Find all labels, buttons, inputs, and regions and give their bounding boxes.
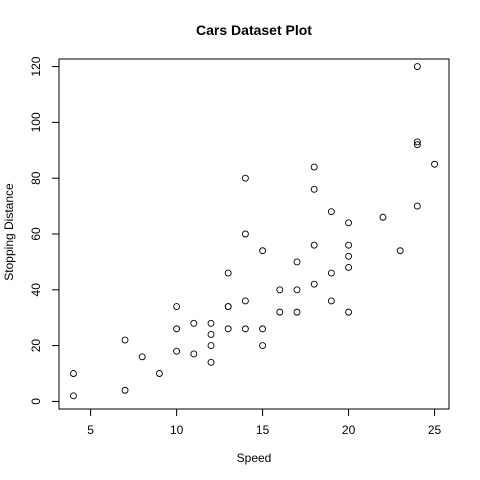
data-point (413, 138, 421, 146)
data-point (293, 286, 301, 294)
data-point (413, 141, 421, 149)
data-point (396, 247, 404, 255)
data-point (207, 342, 215, 350)
x-tick-label: 5 (87, 423, 94, 437)
data-point (327, 208, 335, 216)
x-tick-label: 20 (342, 423, 356, 437)
data-point (413, 63, 421, 71)
data-point (345, 241, 353, 249)
data-point (293, 308, 301, 316)
plot-frame (58, 58, 450, 410)
y-tick-label: 60 (29, 227, 43, 241)
data-point (190, 319, 198, 327)
data-point (413, 202, 421, 210)
data-point (241, 174, 249, 182)
y-axis-label: Stopping Distance (2, 183, 16, 281)
data-point (310, 241, 318, 249)
data-point (276, 308, 284, 316)
data-point (379, 213, 387, 221)
data-point (173, 347, 181, 355)
data-point (173, 325, 181, 333)
x-axis: 5 10 15 20 25 (87, 408, 442, 437)
data-point (241, 230, 249, 238)
x-axis-label: Speed (237, 451, 272, 465)
data-point (327, 269, 335, 277)
x-tick-label: 10 (170, 423, 184, 437)
y-tick-label: 40 (29, 283, 43, 297)
y-tick-label: 100 (29, 112, 43, 132)
data-point (293, 258, 301, 266)
data-point (345, 308, 353, 316)
x-tick-label: 15 (256, 423, 270, 437)
data-point (69, 370, 77, 377)
data-point (121, 386, 129, 394)
data-point (310, 185, 318, 193)
data-point (207, 358, 215, 366)
data-point (345, 219, 353, 227)
x-tick-label: 25 (428, 423, 442, 437)
data-point (259, 342, 267, 350)
data-point (431, 160, 439, 168)
data-point (310, 280, 318, 288)
data-point (259, 325, 267, 333)
data-point (241, 325, 249, 333)
y-tick-label: 0 (29, 398, 43, 405)
data-point (69, 392, 77, 400)
y-axis: 0 20 40 60 80 100 120 (29, 56, 60, 405)
data-point (155, 370, 163, 377)
chart-title: Cars Dataset Plot (196, 22, 312, 38)
data-point (345, 252, 353, 260)
data-point (138, 353, 146, 361)
data-point (327, 297, 335, 305)
data-point (259, 247, 267, 255)
data-point (224, 269, 232, 277)
data-point (207, 319, 215, 327)
data-point (224, 303, 232, 310)
data-point (121, 336, 129, 344)
data-point (190, 350, 198, 358)
data-point (224, 325, 232, 333)
data-point (207, 330, 215, 338)
y-tick-label: 80 (29, 171, 43, 185)
data-points (69, 63, 439, 400)
data-point (173, 303, 181, 310)
data-point (345, 264, 353, 271)
data-point (276, 286, 284, 294)
y-tick-label: 120 (29, 56, 43, 76)
y-tick-label: 20 (29, 339, 43, 353)
data-point (310, 163, 318, 171)
data-point (241, 297, 249, 305)
